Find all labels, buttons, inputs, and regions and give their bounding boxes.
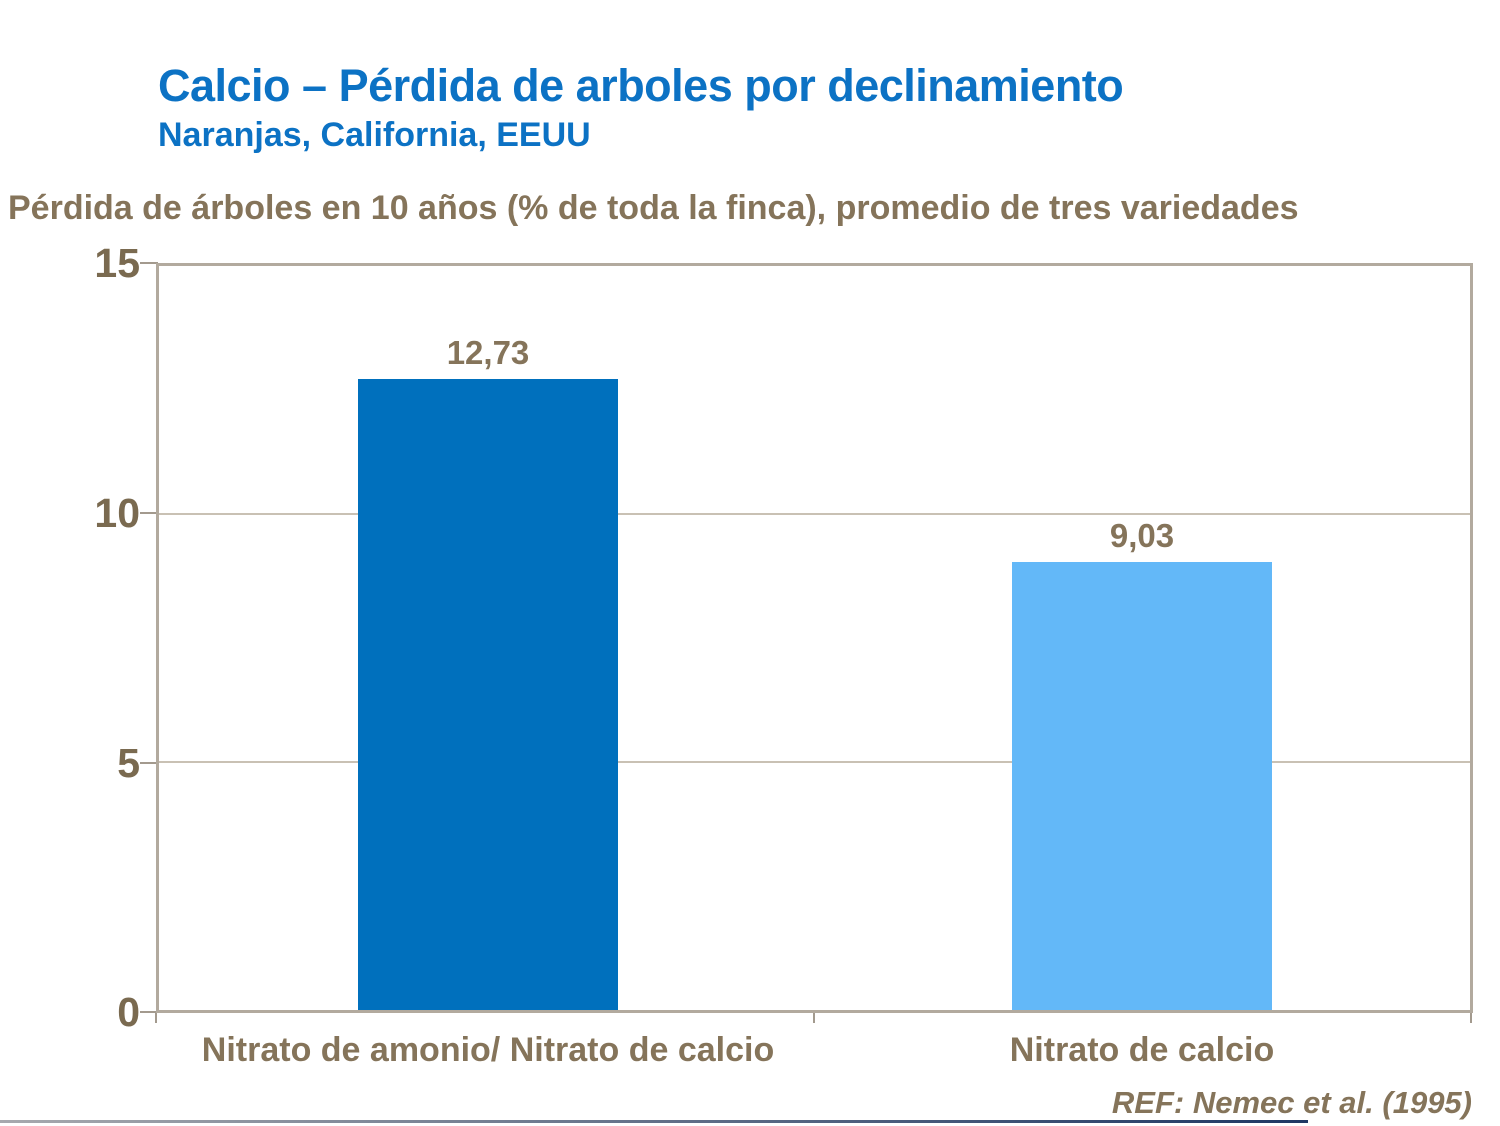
category-label-nitrato-amonio-calcio: Nitrato de amonio/ Nitrato de calcio (201, 1031, 775, 1069)
ytick-label-5: 5 (117, 740, 140, 786)
slide-subtitle: Naranjas, California, EEUU (158, 116, 591, 154)
bar-value-label: 9,03 (1109, 517, 1175, 555)
slide-title: Calcio – Pérdida de arboles por declinam… (158, 60, 1124, 111)
bottom-rule (0, 1120, 1308, 1123)
bar-value-label: 12,73 (446, 333, 530, 371)
xtick-mark-left (155, 1012, 157, 1023)
gridline-10 (159, 512, 1470, 515)
category-label-nitrato-calcio: Nitrato de calcio (1009, 1031, 1275, 1069)
gridline-5 (159, 761, 1470, 763)
xtick-mark-right (1470, 1012, 1472, 1023)
reference-citation: REF: Nemec et al. (1995) (1111, 1085, 1472, 1120)
ytick-label-15: 15 (94, 240, 140, 286)
ytick-mark-10 (140, 512, 158, 514)
ytick-mark-5 (140, 762, 158, 764)
ytick-mark-15 (140, 262, 158, 264)
plot-area: 12,73 9,03 (156, 263, 1473, 1013)
bar-column-nitrato-calcio: 9,03 (1012, 266, 1272, 1010)
ytick-label-10: 10 (94, 490, 140, 536)
bar (358, 378, 618, 1010)
bar-column-nitrato-amonio-calcio: 12,73 (358, 266, 618, 1010)
bar (1012, 562, 1272, 1010)
ytick-label-0: 0 (117, 989, 140, 1035)
chart-axis-caption: Pérdida de árboles en 10 años (% de toda… (8, 189, 1299, 227)
xtick-mark-middle (813, 1012, 815, 1023)
ytick-mark-0 (140, 1011, 158, 1013)
